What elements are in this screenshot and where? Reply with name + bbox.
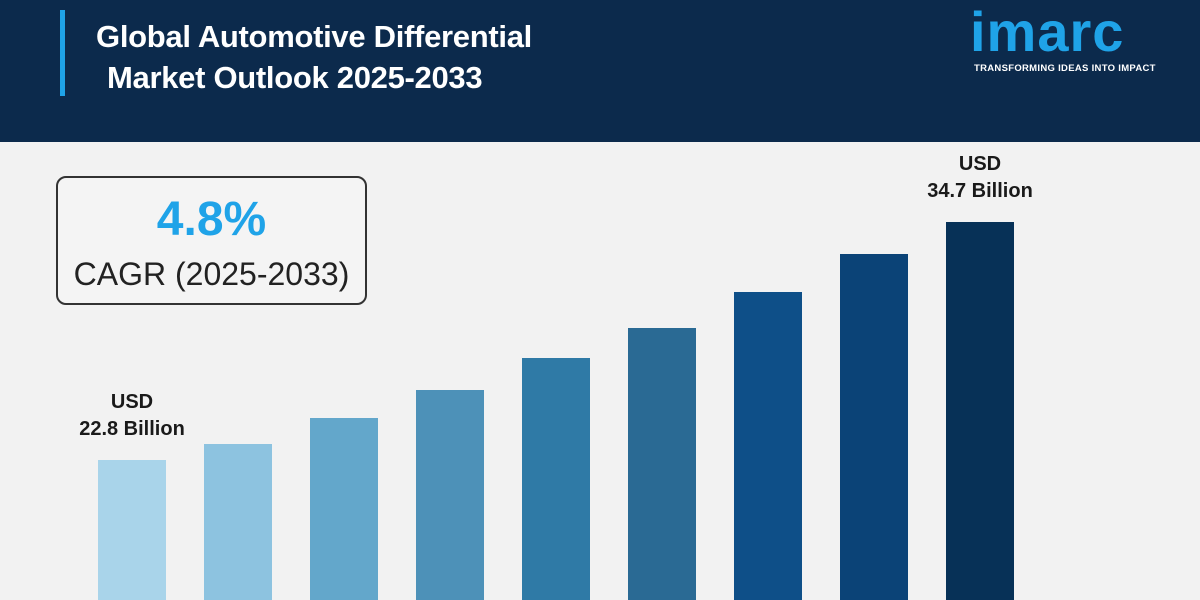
data-label-2025-unit: USD xyxy=(111,391,153,413)
imarc-logo: imarc TRANSFORMING IDEAS INTO IMPACT xyxy=(968,2,1183,88)
cagr-value: 4.8% xyxy=(156,193,267,246)
data-label-2025-value: 22.8 Billion xyxy=(79,418,185,440)
bar-2025 xyxy=(98,460,166,600)
bar-2029 xyxy=(522,358,590,600)
header-banner: Global Automotive Differential Market Ou… xyxy=(0,0,1200,142)
bar-2030 xyxy=(628,328,696,600)
page-title: Global Automotive Differential Market Ou… xyxy=(96,16,532,98)
cagr-callout: 4.8% CAGR (2025-2033) xyxy=(56,176,367,305)
logo-tagline: TRANSFORMING IDEAS INTO IMPACT xyxy=(974,63,1156,74)
bar-2031 xyxy=(734,292,802,600)
bar-2033 xyxy=(946,222,1014,600)
title-accent-bar xyxy=(60,10,65,96)
bar-2026 xyxy=(204,444,272,600)
bar-2027 xyxy=(310,418,378,600)
logo-wordmark: imarc xyxy=(970,0,1125,63)
bar-2032 xyxy=(840,254,908,600)
cagr-label: CAGR (2025-2033) xyxy=(73,256,350,292)
data-label-2033-unit: USD xyxy=(959,153,1001,175)
title-line-2: Market Outlook 2025-2033 xyxy=(107,60,483,95)
title-line-1: Global Automotive Differential xyxy=(96,19,532,54)
bar-2028 xyxy=(416,390,484,600)
data-label-2033-value: 34.7 Billion xyxy=(927,180,1033,202)
